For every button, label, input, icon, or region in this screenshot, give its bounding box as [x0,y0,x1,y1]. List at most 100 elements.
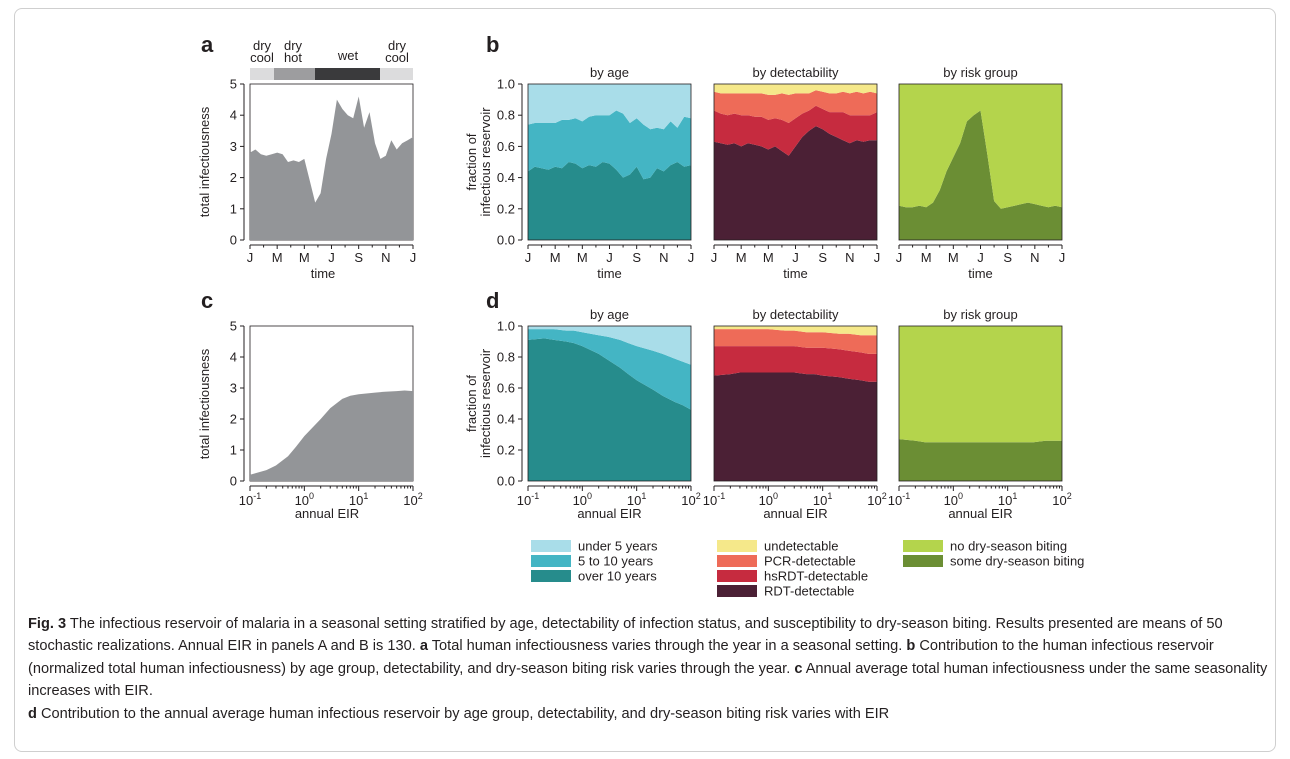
panel-d-area-no-dry-season-biting [899,326,1062,443]
panel-d-area-over-10-years [528,338,691,481]
legend-swatch [531,570,571,582]
panel-b-x-tick-label: J [792,250,799,265]
season-bar-segment [274,68,315,80]
caption-panel-a-text: Total human infectiousness varies throug… [427,638,907,655]
panel-b-box [713,83,878,241]
legend-label: 5 to 10 years [578,554,654,569]
panel-letter-c: c [201,288,213,313]
legend-label: RDT-detectable [764,584,854,599]
panel-d-subplot-title: by risk group [943,307,1017,322]
panel-b-x-tick-label: S [632,250,641,265]
panel-d-box [898,325,1063,482]
panel-a-x-tick-label: J [247,250,254,265]
caption-panel-c-text: Annual average total human infectiousnes… [28,660,1268,700]
panel-a-x-tick-label: M [299,250,310,265]
legend-label: PCR-detectable [764,554,856,569]
caption-title: The infectious reservoir of malaria in a… [28,616,1223,655]
panel-d-x-tick-label: 102 [681,491,700,508]
panel-a-xlabel: time [311,266,336,281]
panel-d-xlabel: annual EIR [577,506,641,521]
season-label: dry [388,38,407,53]
panel-d-area-some-dry-season-biting [899,439,1062,481]
season-bar-segment [250,68,274,80]
panel-a-y-tick-label: 5 [230,77,237,92]
panel-b-area-some-dry-season-biting [899,110,1062,240]
legend-label: no dry-season biting [950,539,1067,554]
panel-c-y-tick-label: 5 [230,319,237,334]
panel-d-area-RDT-detectable [714,372,877,481]
panel-d-y-tick-label: 0.8 [497,350,515,365]
panel-b-x-tick-label: J [874,250,881,265]
panel-a-y-tick-label: 1 [230,201,237,216]
season-label: cool [385,50,409,65]
panel-d-y-tick-label: 0.4 [497,412,515,427]
legend-label: under 5 years [578,539,658,554]
legend-swatch [903,540,943,552]
panel-d-area-5-to-10-years [528,329,691,410]
panel-d-subplot-title: by detectability [753,307,839,322]
panel-b-x-tick-label: J [977,250,984,265]
caption-figure-label: Fig. 3 [28,616,67,632]
panel-b-x-tick-label: M [763,250,774,265]
panel-b-area-over-10-years [528,162,691,240]
panel-d-y-tick-label: 1.0 [497,319,515,334]
season-label: wet [337,48,359,63]
panel-b-y-tick-label: 0.0 [497,233,515,248]
panel-b-xlabel: time [968,266,993,281]
panel-b-area-hsRDT-detectable [714,105,877,156]
season-label: dry [284,38,303,53]
season-label: dry [253,38,272,53]
panel-d-x-tick-label: 100 [759,491,778,508]
caption-panel-c-label: c [794,660,803,677]
legend-swatch [717,540,757,552]
legend-label: undetectable [764,539,838,554]
panel-b-x-tick-label: S [818,250,827,265]
panel-b-xlabel: time [597,266,622,281]
panel-c-x-tick-label: 101 [349,491,368,508]
panel-b-x-tick-label: M [577,250,588,265]
panel-d-area-hsRDT-detectable [714,346,877,382]
panel-b-x-tick-label: M [736,250,747,265]
panel-b-x-tick-label: N [1030,250,1039,265]
panel-b-subplot-title: by age [590,65,629,80]
caption-panel-d-text: Contribution to the annual average human… [36,705,890,722]
panel-c-x-tick-label: 10-1 [239,491,261,508]
panel-b-ylabel: fraction of [464,133,479,190]
panel-letter-d: d [486,288,499,313]
panel-b-area-undetectable [714,84,877,95]
panel-b-x-tick-label: M [550,250,561,265]
season-label: cool [250,50,274,65]
panel-d-box [527,325,692,482]
caption-panel-a-label: a [419,638,428,655]
legend-label: over 10 years [578,569,657,584]
panel-b-box [527,83,692,241]
panel-b-area-5-to-10-years [528,110,691,180]
panel-a-y-tick-label: 2 [230,170,237,185]
legend-label: hsRDT-detectable [764,569,868,584]
panel-d-x-tick-label: 10-1 [517,491,539,508]
panel-d-x-tick-label: 10-1 [703,491,725,508]
panel-b-x-tick-label: M [921,250,932,265]
panel-a-area [250,96,413,240]
panel-letter-b: b [486,32,499,57]
panel-b-box [898,83,1063,241]
panel-a-y-tick-label: 4 [230,108,237,123]
panel-d-ylabel: fraction of [464,375,479,432]
legend-label: some dry-season biting [950,554,1084,569]
panel-letter-a: a [201,32,214,57]
panel-b-x-tick-label: J [688,250,695,265]
panel-c-x-tick-label: 100 [295,491,314,508]
panel-b-area-no-dry-season-biting [899,84,1062,209]
panel-b-subplot-title: by detectability [753,65,839,80]
caption-panel-b-text: Contribution to the human infectious res… [28,638,1214,677]
panel-b-x-tick-label: N [659,250,668,265]
panel-b-x-tick-label: M [948,250,959,265]
panel-a-x-tick-label: J [410,250,417,265]
panel-b-y-tick-label: 0.2 [497,201,515,216]
panel-c-area [250,390,413,481]
panel-b-x-tick-label: J [1059,250,1066,265]
legend-swatch [531,540,571,552]
panel-d-area-under-5-years [528,326,691,365]
panel-d-y-tick-label: 0.0 [497,474,515,489]
